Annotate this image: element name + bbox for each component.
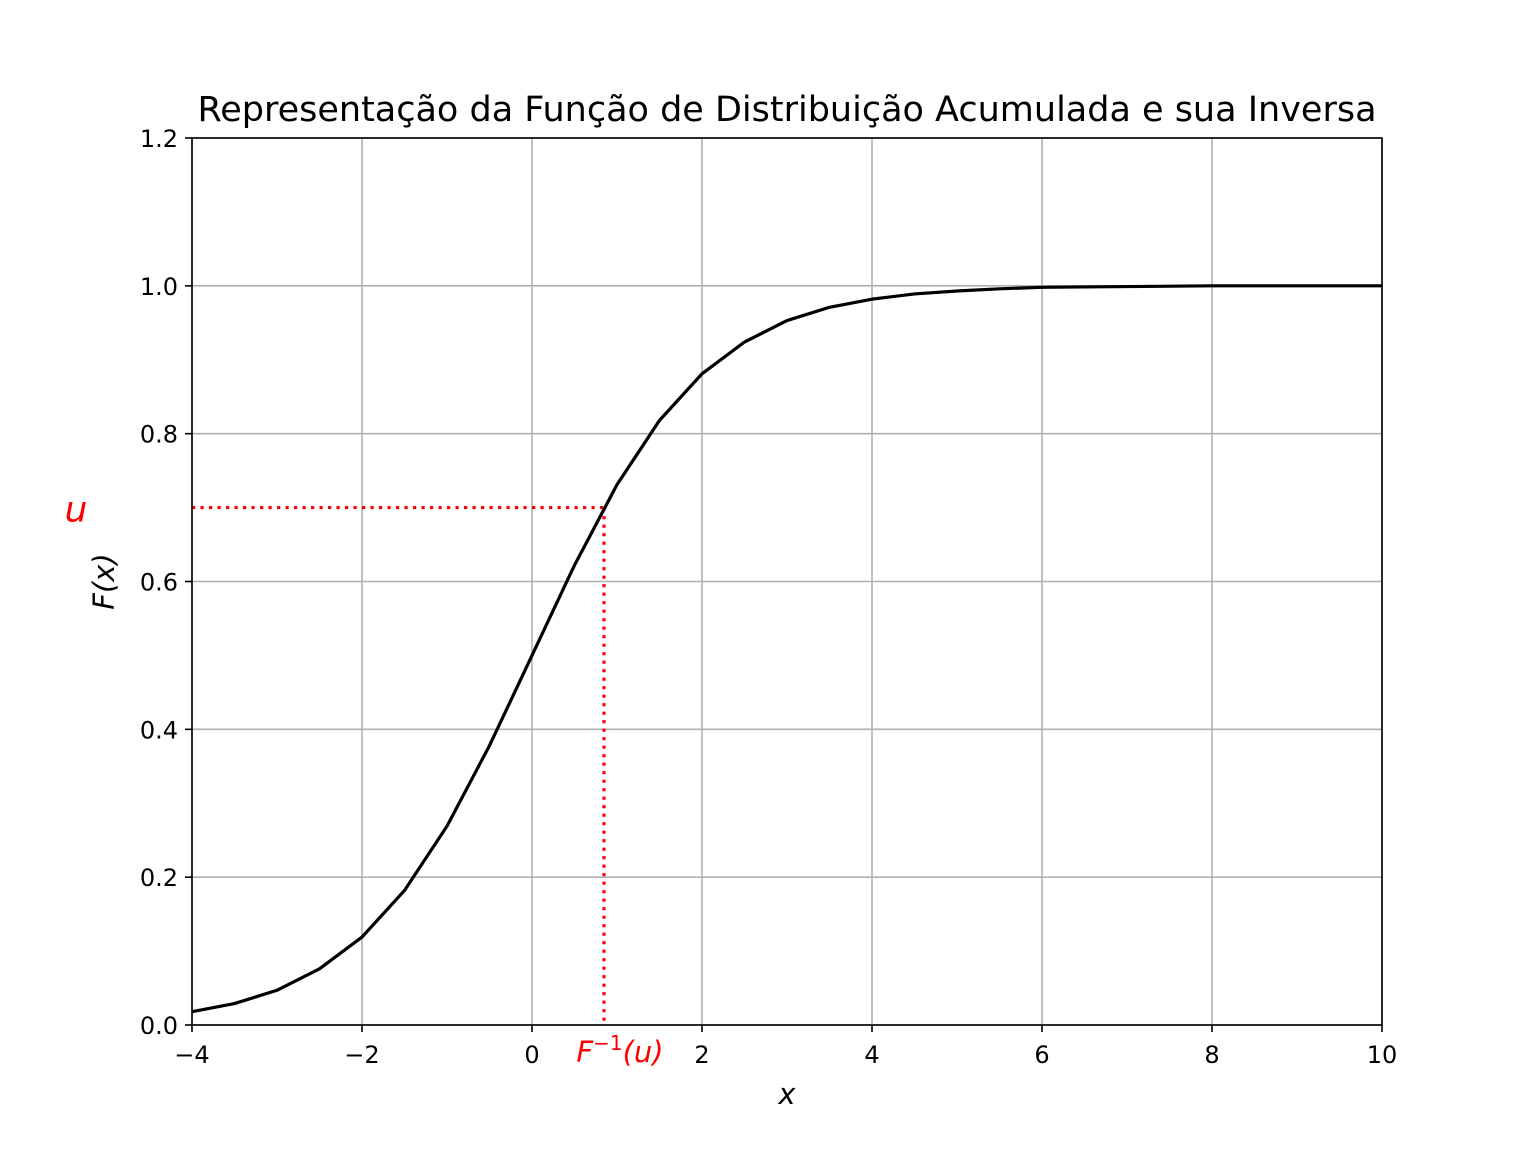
y-tick-label: 0.2 <box>140 864 178 892</box>
cdf-curve <box>191 284 1382 1014</box>
x-tick-label: 8 <box>1204 1041 1219 1069</box>
y-tick-label: 0.8 <box>140 421 178 449</box>
x-tick-label: −4 <box>174 1041 209 1069</box>
chart-title: Representação da Função de Distribuição … <box>197 90 1376 130</box>
inverse-label-argument: (u) <box>623 1035 664 1069</box>
y-tick-label: 0.6 <box>140 569 178 597</box>
y-tick-label: 1.2 <box>140 125 178 153</box>
inverse-annotation-label: F−1(u) <box>576 1031 663 1069</box>
inverse-label-superscript: −1 <box>593 1031 622 1055</box>
x-tick-label: 0 <box>524 1041 539 1069</box>
y-tick-label: 0.0 <box>140 1012 178 1040</box>
x-tick-label: 4 <box>864 1041 879 1069</box>
y-tick-label: 0.4 <box>140 716 178 744</box>
inverse-guide-lines <box>192 505 606 1025</box>
ticks: −4 −2 0 2 4 6 8 10 0.0 0.2 0.4 0.6 0.8 1.0 1.2 <box>140 125 1397 1069</box>
y-axis-label: F(x) <box>87 553 121 609</box>
x-tick-label: −2 <box>344 1041 379 1069</box>
u-annotation-label: u <box>65 490 88 531</box>
y-tick-label: 1.0 <box>140 273 178 301</box>
x-tick-label: 2 <box>694 1041 709 1069</box>
x-axis-label: x <box>777 1077 796 1111</box>
x-tick-label: 6 <box>1034 1041 1049 1069</box>
inverse-label-base: F <box>576 1035 594 1069</box>
x-tick-label: 10 <box>1367 1041 1398 1069</box>
series-layer <box>191 284 1382 1014</box>
